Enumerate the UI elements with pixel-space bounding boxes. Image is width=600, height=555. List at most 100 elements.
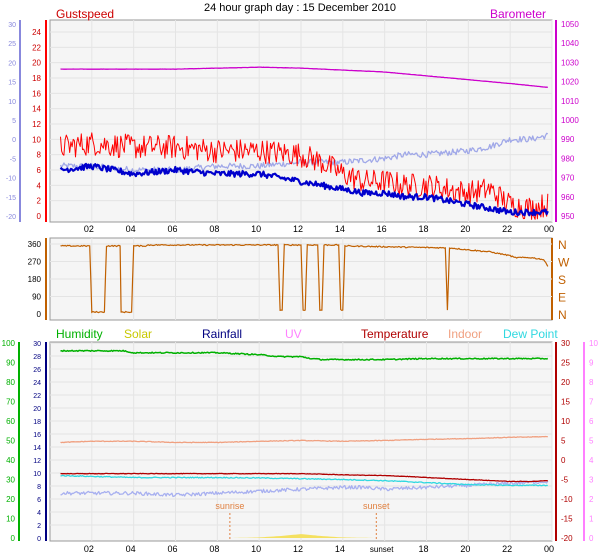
- rainfall-tick-label: 28: [33, 354, 41, 361]
- direction-tick-label: 90: [32, 293, 41, 302]
- legend-solar: Solar: [124, 327, 152, 341]
- wind-left-inner-tick-label: 6: [37, 166, 42, 175]
- wind-x-tick-label: 02: [84, 224, 94, 234]
- wind-left-outer-tick-label: -5: [10, 156, 16, 163]
- wind-x-tick-label: 12: [293, 224, 303, 234]
- legend-gustspeed: Gustspeed: [56, 7, 114, 21]
- rainfall-tick-label: 18: [33, 419, 41, 426]
- rainfall-tick-label: 4: [37, 510, 41, 517]
- wind-left-outer-tick-label: -20: [6, 214, 16, 221]
- temperature-tick-label: -10: [561, 495, 573, 504]
- sun-marker-label: sunset: [363, 501, 390, 511]
- wind-left-inner-tick-label: 24: [32, 28, 41, 37]
- uv-tick-label: 9: [589, 359, 594, 368]
- humidity-x-tick-label: 10: [251, 544, 261, 554]
- wind-x-tick-label: 06: [167, 224, 177, 234]
- humidity-x-tick-label: 02: [84, 544, 94, 554]
- uv-tick-label: 0: [589, 534, 594, 543]
- direction-compass-label: N: [558, 238, 567, 252]
- wind-left-outer-tick-label: -15: [6, 195, 16, 202]
- humidity-x-tick-label: 08: [209, 544, 219, 554]
- wind-x-tick-label: 14: [335, 224, 345, 234]
- temperature-tick-label: 25: [561, 359, 570, 368]
- temperature-tick-label: 10: [561, 417, 570, 426]
- wind-x-tick-label: 20: [460, 224, 470, 234]
- rainfall-tick-label: 16: [33, 432, 41, 439]
- barometer-tick-label: 1010: [561, 97, 579, 106]
- temperature-tick-label: 30: [561, 339, 570, 348]
- rainfall-tick-label: 2: [37, 523, 41, 530]
- wind-left-inner-tick-label: 0: [37, 212, 42, 221]
- wind-direction-line: [60, 243, 549, 314]
- temperature-tick-label: 15: [561, 398, 570, 407]
- legend-uv: UV: [285, 327, 302, 341]
- legend-humidity: Humidity: [56, 327, 103, 341]
- lower-temp-line: [60, 480, 549, 498]
- wind-left-outer-tick-label: 5: [12, 118, 16, 125]
- temperature-tick-label: -20: [561, 534, 573, 543]
- wind-left-inner-tick-label: 20: [32, 59, 41, 68]
- uv-tick-label: 6: [589, 417, 594, 426]
- wind-x-tick-label: 22: [502, 224, 512, 234]
- direction-tick-label: 0: [37, 310, 42, 319]
- wind-left-inner-tick-label: 2: [37, 197, 42, 206]
- humidity-tick-label: 0: [11, 534, 16, 543]
- direction-tick-label: 360: [28, 240, 42, 249]
- temperature-tick-label: 0: [561, 456, 566, 465]
- wind-left-outer-tick-label: 0: [12, 137, 16, 144]
- temperature-line: [60, 472, 548, 483]
- rainfall-tick-label: 24: [33, 380, 41, 387]
- rainfall-tick-label: 30: [33, 341, 41, 348]
- barometer-tick-label: 970: [561, 174, 575, 183]
- barometer-tick-label: 1040: [561, 39, 579, 48]
- uv-tick-label: 1: [589, 515, 594, 524]
- uv-tick-label: 7: [589, 398, 594, 407]
- sun-marker-label: sunrise: [215, 501, 244, 511]
- humidity-x-tick-label: 04: [126, 544, 136, 554]
- rainfall-tick-label: 10: [33, 471, 41, 478]
- barometer-tick-label: 950: [561, 212, 575, 221]
- barometer-tick-label: 980: [561, 154, 575, 163]
- wind-temp-line: [59, 132, 549, 174]
- humidity-tick-label: 60: [6, 417, 15, 426]
- humidity-x-tick-label: 20: [460, 544, 470, 554]
- direction-tick-label: 180: [28, 275, 42, 284]
- rainfall-tick-label: 6: [37, 497, 41, 504]
- wind-x-tick-label: 18: [418, 224, 428, 234]
- solar-area: [229, 534, 377, 538]
- wind-left-inner-tick-label: 8: [37, 151, 42, 160]
- rainfall-tick-label: 22: [33, 393, 41, 400]
- humidity-tick-label: 40: [6, 456, 15, 465]
- humidity-tick-label: 80: [6, 378, 15, 387]
- wind-left-outer-tick-label: 15: [8, 80, 16, 87]
- legend-temperature: Temperature: [361, 327, 429, 341]
- direction-compass-label: N: [558, 308, 567, 322]
- wind-left-inner-tick-label: 14: [32, 105, 41, 114]
- wind-x-tick-label: 16: [377, 224, 387, 234]
- windspeed-line: [59, 162, 549, 217]
- rainfall-tick-label: 0: [37, 536, 41, 543]
- wind-left-outer-tick-label: 30: [8, 22, 16, 29]
- barometer-line: [60, 66, 548, 88]
- wind-left-outer-tick-label: 20: [8, 60, 16, 67]
- temperature-tick-label: 20: [561, 378, 570, 387]
- humidity-x-tick-label: 14: [335, 544, 345, 554]
- humidity-x-tick-label: 18: [418, 544, 428, 554]
- barometer-tick-label: 1020: [561, 78, 579, 87]
- humidity-tick-label: 70: [6, 398, 15, 407]
- direction-compass-label: E: [558, 291, 566, 305]
- wind-left-outer-tick-label: 10: [8, 99, 16, 106]
- humidity-x-tick-label: 00: [544, 544, 554, 554]
- wind-x-tick-label: 10: [251, 224, 261, 234]
- wind-left-outer-tick-label: -10: [6, 176, 16, 183]
- wind-left-inner-tick-label: 22: [32, 43, 41, 52]
- temperature-tick-label: 5: [561, 437, 566, 446]
- humidity-tick-label: 50: [6, 437, 15, 446]
- dewpoint-line: [60, 474, 548, 487]
- temperature-tick-label: -15: [561, 515, 573, 524]
- humidity-x-tick-label: 12: [293, 544, 303, 554]
- direction-compass-label: S: [558, 273, 566, 287]
- direction-compass-label: W: [558, 256, 570, 270]
- wind-x-tick-label: 00: [544, 224, 554, 234]
